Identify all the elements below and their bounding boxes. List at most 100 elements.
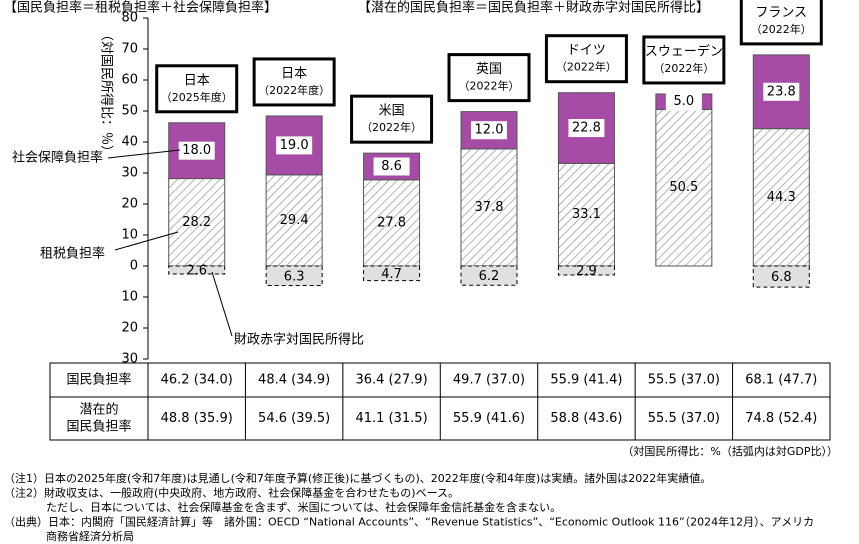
tax-value: 33.1 (572, 207, 601, 222)
social-value: 5.0 (674, 94, 695, 109)
deficit-value: 2.9 (576, 264, 597, 279)
deficit-bar (460, 265, 518, 286)
tax-value: 44.3 (767, 190, 796, 205)
country-period: （2022年） (556, 60, 617, 74)
tax-bar (363, 179, 421, 267)
footnote: （注1）日本の2025年度(令和7年度)は見通し(令和7年度予算(修正後)に基づ… (4, 471, 711, 485)
social-value: 18.0 (182, 143, 211, 158)
social-value: 19.0 (280, 138, 309, 153)
leader (107, 149, 181, 159)
social-value: 12.0 (475, 123, 504, 138)
y-tick-label: 80 (121, 11, 138, 26)
tax-bar (655, 108, 713, 267)
deficit-bar (265, 265, 323, 287)
table-cell: 48.4 (34.9) (258, 373, 330, 388)
country-box (447, 53, 531, 103)
country-box (155, 64, 239, 114)
social-value: 23.8 (767, 84, 796, 99)
deficit-bar (363, 265, 421, 282)
social-value: 8.6 (381, 159, 402, 174)
country-name: 英国 (476, 62, 502, 77)
table-cell: 55.9 (41.6) (453, 411, 525, 426)
header-left: 【国民負担率＝租税負担率＋社会保障負担率】 (4, 0, 277, 16)
country-name: スウェーデン (645, 43, 723, 59)
row-label: 国民負担率 (66, 372, 131, 388)
country-period: （2022年） (459, 79, 520, 93)
tax-bar (557, 162, 615, 267)
country-box (739, 0, 823, 46)
table-cell: 48.8 (35.9) (161, 411, 233, 426)
footnote: （出典）日本：内閣府「国民経済計算」等 諸外国：OECD “National A… (4, 515, 814, 529)
y-tick-label: 50 (121, 104, 138, 119)
country-box (350, 94, 434, 144)
social-label-bg (763, 82, 800, 101)
tax-value: 28.2 (182, 215, 211, 230)
social-label-bg (276, 136, 313, 155)
deficit-value: 6.3 (284, 269, 305, 284)
legend-tax: 租税負担率 (40, 246, 105, 262)
country-name: 日本 (184, 73, 210, 88)
y-tick-label: 10 (121, 290, 138, 305)
tax-value: 50.5 (669, 180, 698, 195)
header-right: 【潜在的国民負担率＝国民負担率＋財政赤字対国民所得比】 (358, 0, 709, 16)
table-cell: 55.9 (41.4) (550, 373, 622, 388)
y-tick-label: 70 (121, 42, 138, 57)
y-tick-label: 20 (121, 197, 138, 212)
social-label-bg (568, 119, 605, 138)
country-name: 米国 (379, 104, 405, 119)
tax-value: 29.4 (280, 213, 309, 228)
country-box (252, 57, 336, 107)
tax-value: 27.8 (377, 215, 406, 230)
y-tick-label: 10 (121, 228, 138, 243)
country-box (642, 35, 726, 85)
country-name: フランス (755, 5, 807, 20)
tax-bar (460, 148, 518, 267)
y-tick-label: 20 (121, 321, 138, 336)
table-cell: 55.5 (37.0) (648, 373, 720, 388)
legend-deficit: 財政赤字対国民所得比 (234, 332, 364, 348)
country-period: （2022年） (653, 61, 714, 75)
table-cell: 54.6 (39.5) (258, 411, 330, 426)
social-value: 22.8 (572, 121, 601, 136)
social-label-bg (665, 92, 702, 111)
table-cell: 46.2 (34.0) (161, 373, 233, 388)
legend-social: 社会保障負担率 (12, 150, 103, 166)
table-cell: 49.7 (37.0) (453, 373, 525, 388)
deficit-value: 2.6 (186, 264, 207, 279)
social-label-bg (471, 121, 507, 140)
tax-bar (168, 178, 226, 267)
row-label: 潜在的 (79, 402, 118, 418)
table-note: （対国民所得比：%（括弧内は対GDP比）） (622, 444, 838, 458)
table-cell: 41.1 (31.5) (355, 411, 427, 426)
deficit-value: 6.8 (771, 270, 792, 285)
country-period: （2022年） (751, 22, 812, 36)
social-label-bg (178, 141, 215, 160)
leader (114, 231, 179, 251)
table-cell: 36.4 (27.9) (355, 373, 427, 388)
tax-bar (265, 174, 323, 267)
y-tick-label: 60 (121, 73, 138, 88)
table-cell: 74.8 (52.4) (745, 411, 817, 426)
tax-bar (752, 128, 810, 267)
deficit-bar (752, 265, 810, 288)
footnote: 商務省経済分析局 (46, 529, 134, 543)
deficit-bar (168, 265, 226, 275)
deficit-value: 4.7 (381, 267, 402, 282)
footnote: ただし、日本については、社会保障基金を含まず、米国については、社会保障年金信託基… (46, 500, 561, 514)
deficit-bar (557, 265, 615, 276)
country-period: （2022年度） (258, 83, 330, 97)
y-tick-label: 30 (121, 166, 138, 181)
country-period: （2022年） (361, 120, 422, 134)
table-cell: 68.1 (47.7) (745, 373, 817, 388)
deficit-value: 6.2 (479, 269, 500, 284)
country-period: （2025年度） (161, 90, 233, 104)
country-name: ドイツ (567, 43, 606, 58)
country-name: 日本 (281, 66, 307, 81)
table-cell: 58.8 (43.6) (550, 411, 622, 426)
social-label-bg (373, 157, 410, 176)
row-label: 国民負担率 (66, 419, 131, 435)
y-tick-label: 40 (121, 135, 138, 150)
y-tick-label: 0 (130, 259, 138, 274)
y-axis-label: （対国民所得比：％） (99, 28, 115, 158)
